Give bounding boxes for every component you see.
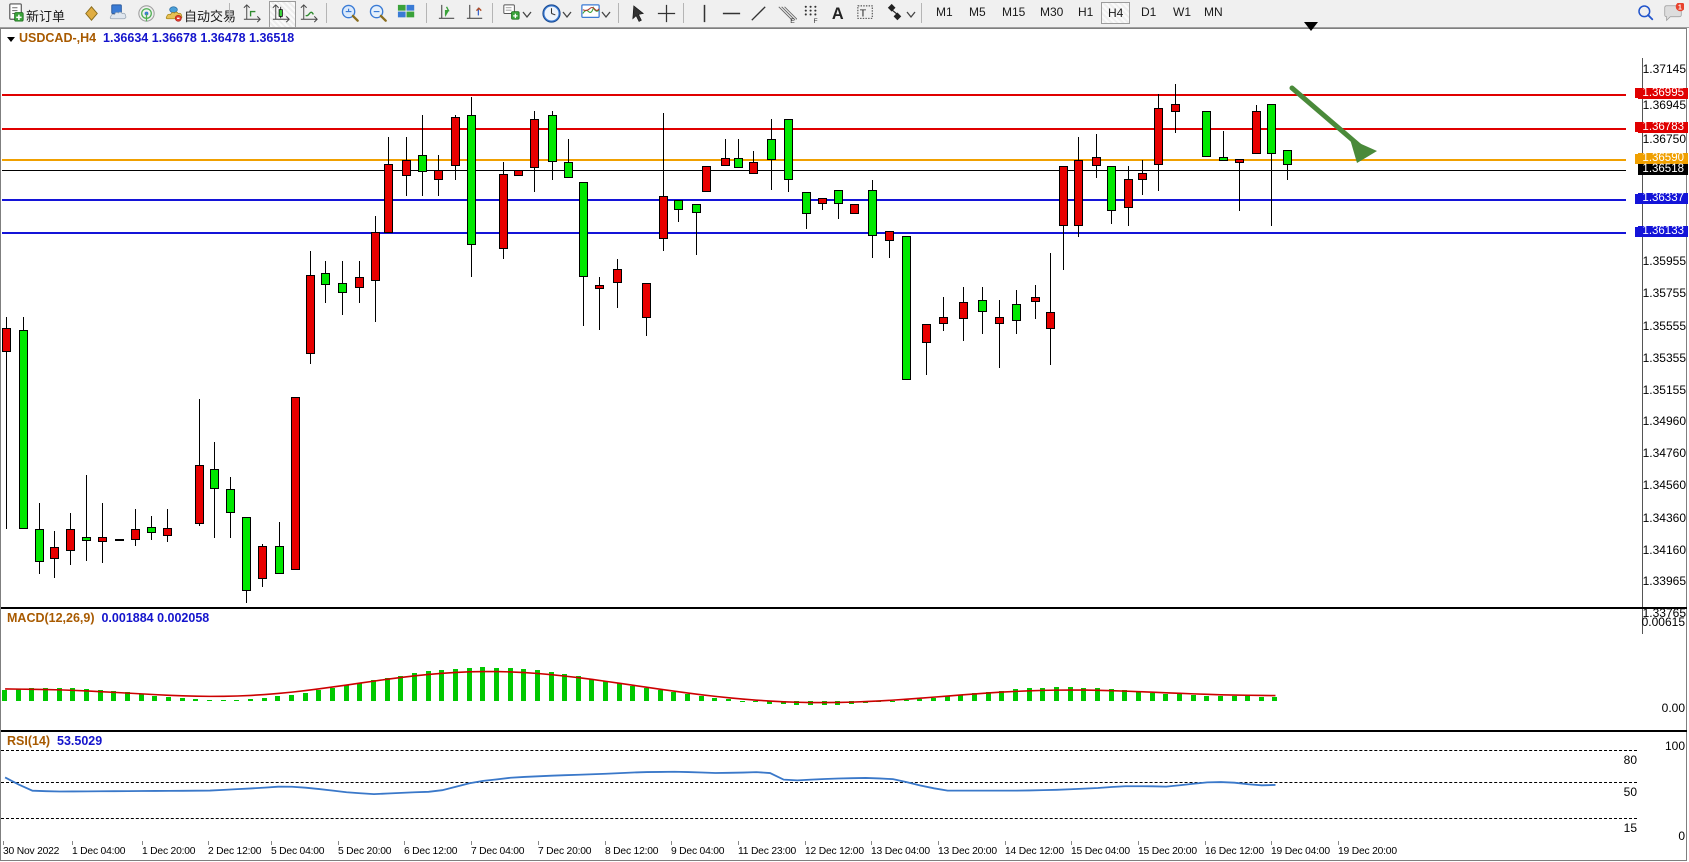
svg-text:A: A [832, 5, 844, 23]
svg-text:E: E [790, 18, 795, 25]
svg-text:1: 1 [1678, 5, 1682, 12]
svg-text:T: T [860, 7, 867, 19]
svg-text:F: F [813, 18, 817, 25]
